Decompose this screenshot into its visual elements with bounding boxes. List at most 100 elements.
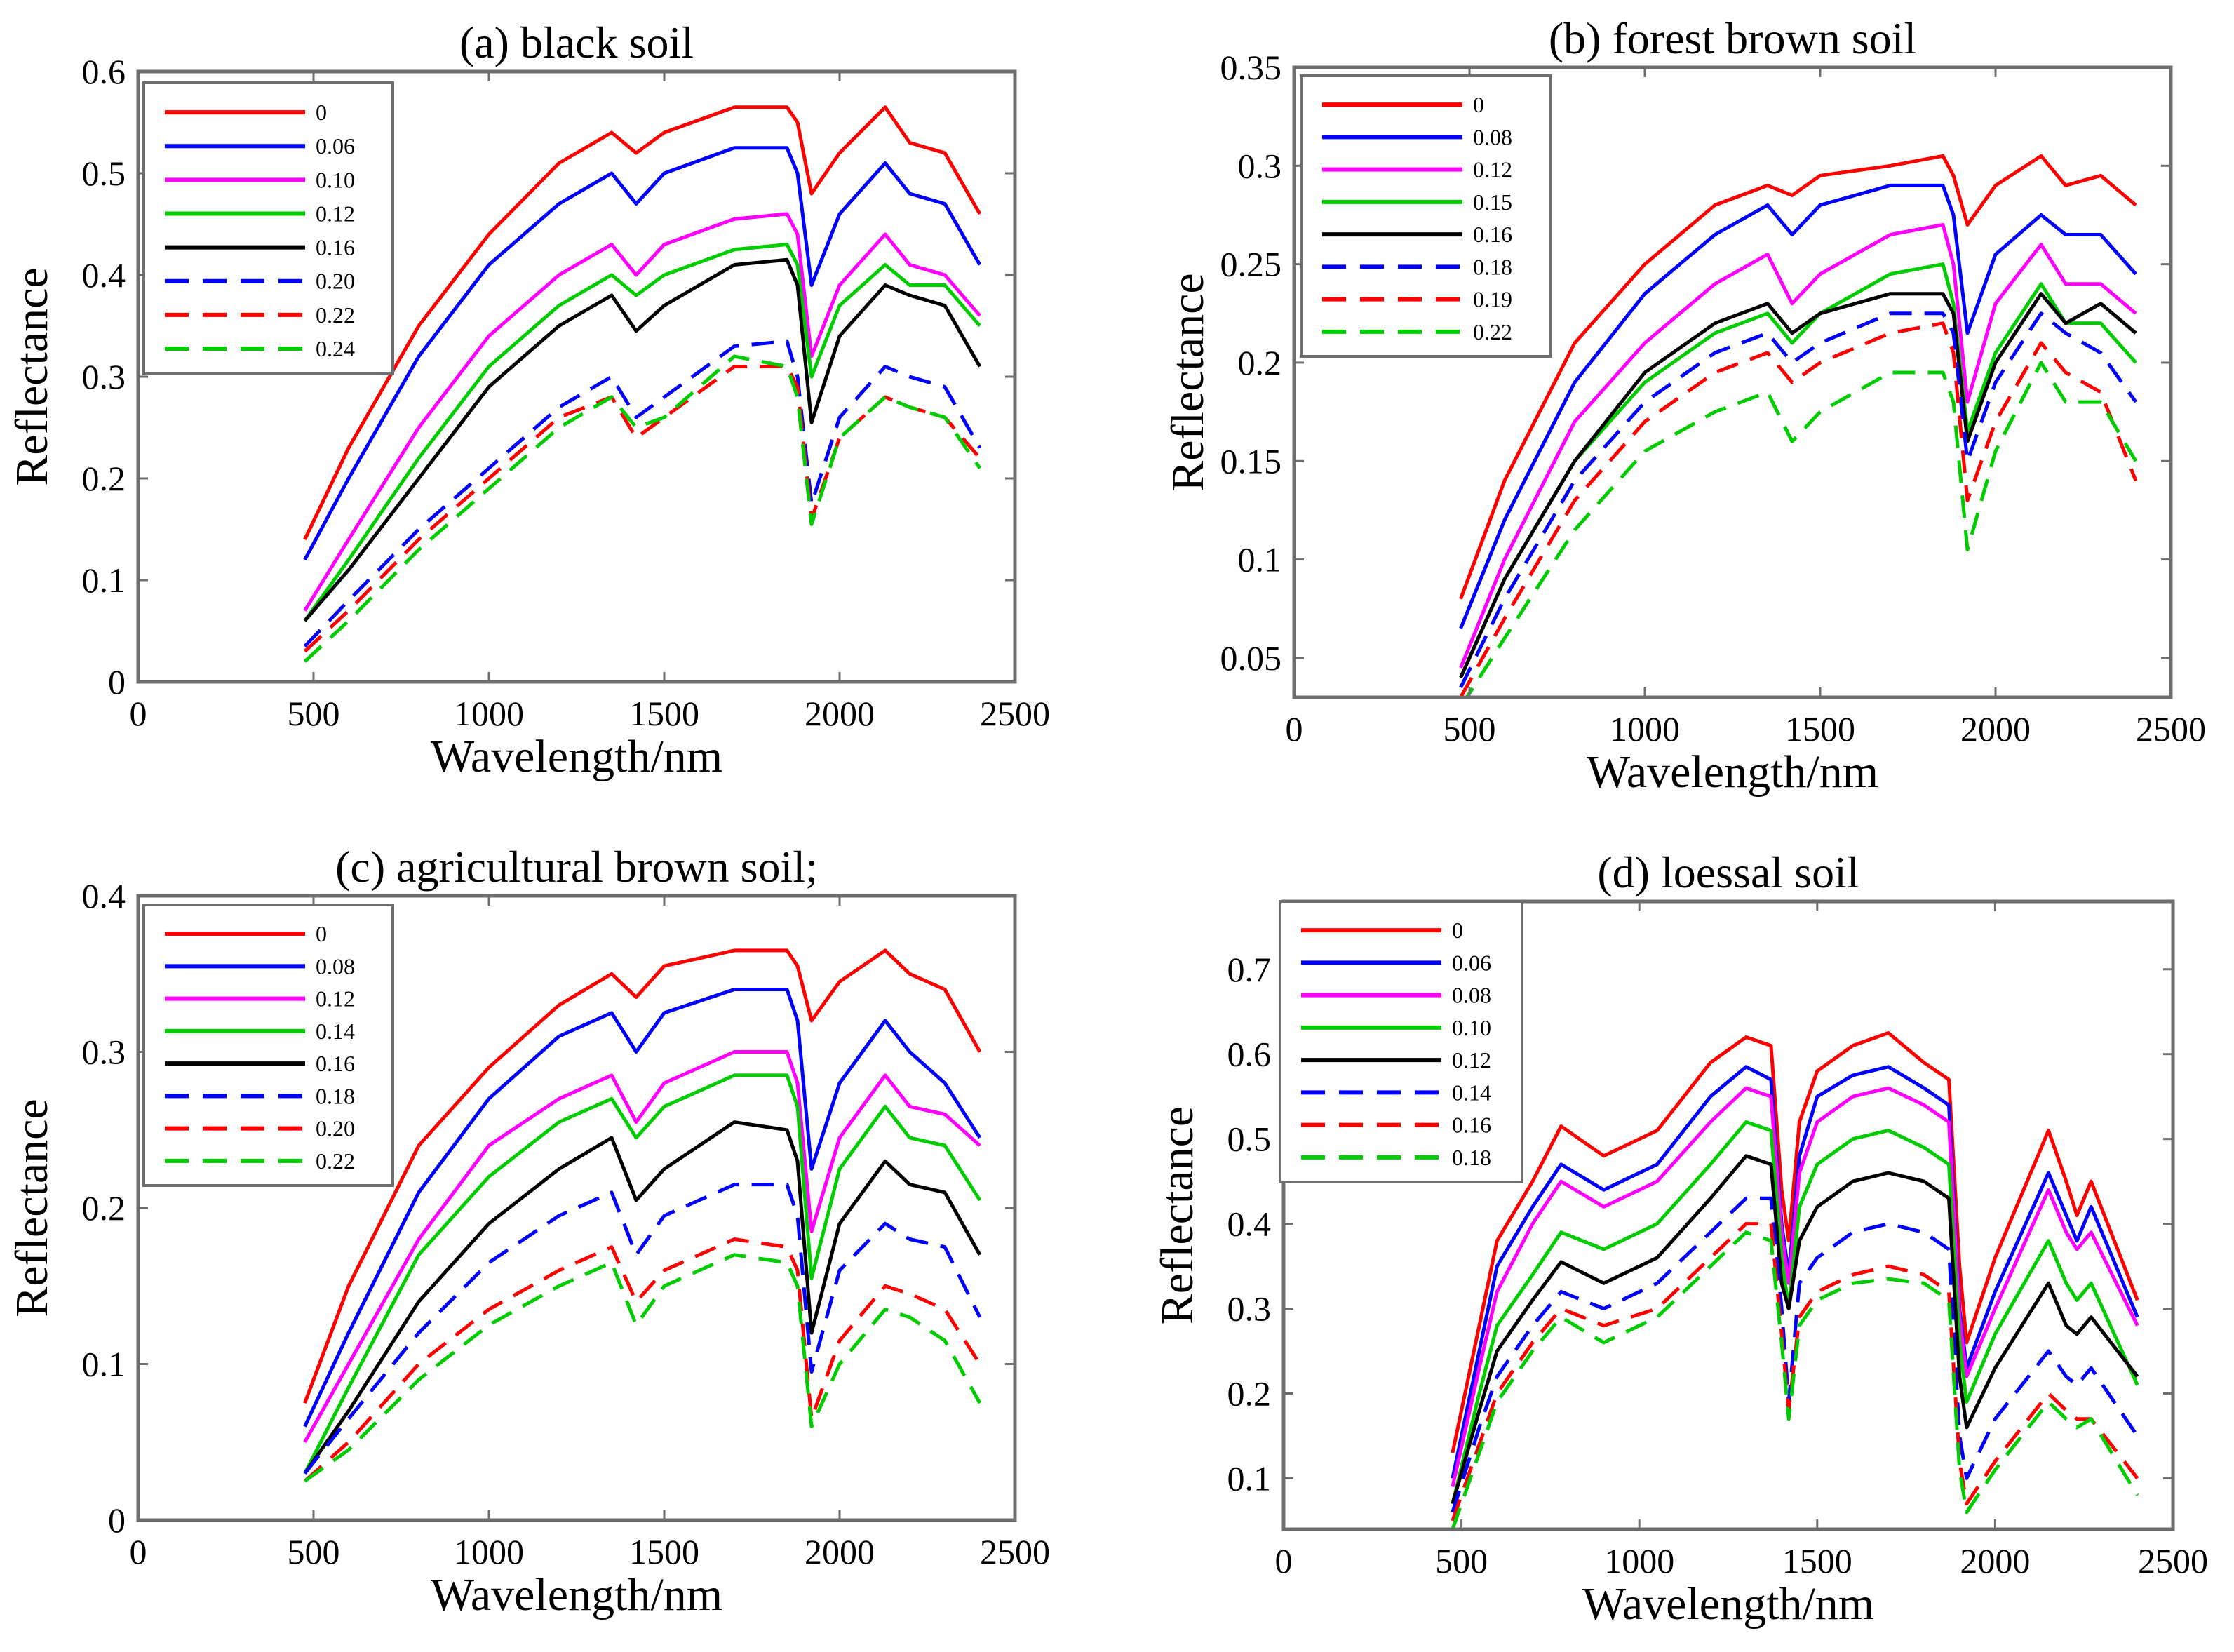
legend-entry-label: 0.14	[1452, 1080, 1491, 1105]
x-tick-label: 2500	[2136, 709, 2206, 748]
x-tick-label: 0	[130, 1532, 147, 1571]
y-tick-label: 0.5	[1227, 1120, 1272, 1159]
y-tick-label: 0.7	[1227, 950, 1272, 989]
y-tick-label: 0	[108, 662, 126, 701]
plot-area	[1459, 154, 2138, 697]
series-line-0.08	[1459, 183, 2137, 629]
series-line-0.22	[1465, 361, 2138, 697]
x-tick-label: 1000	[454, 1532, 524, 1571]
x-tick-label: 1500	[1782, 1541, 1852, 1580]
x-tick-label: 500	[288, 694, 340, 733]
legend-entry-label: 0.14	[316, 1019, 355, 1044]
legend: 0 0.08 0.12 0.14 0.16 0.18 0.20 0.22	[142, 904, 394, 1187]
series-line-0.18	[1459, 311, 2138, 689]
x-tick-label: 500	[1435, 1541, 1488, 1580]
y-tick-label: 0.3	[1227, 1289, 1272, 1329]
series-line-0.10	[1451, 1120, 2139, 1505]
series-line-0.22	[303, 365, 981, 653]
series-line-0	[303, 948, 982, 1404]
y-axis-label: Reflectance	[6, 267, 58, 485]
y-tick-label: 0	[108, 1500, 126, 1540]
legend-entry-label: 0.06	[1452, 950, 1491, 975]
plot-area	[1451, 1031, 2139, 1529]
legend-entry-label: 0.22	[316, 302, 355, 328]
axes-box	[1281, 899, 2175, 1531]
x-axis-label: Wavelength/nm	[1582, 1578, 1874, 1630]
chart-title: (c) agricultural brown soil;	[335, 842, 818, 892]
legend-entry-label: 0.18	[316, 1083, 355, 1108]
y-tick-label: 0.4	[1227, 1204, 1272, 1244]
chart-panel-4: 0 500 1000 1500 2000 2500 0.1 0.2 0.3 0.4 0.5 0.6 0.…	[1152, 847, 2208, 1630]
legend-entry-label: 0.12	[1452, 1047, 1491, 1073]
series-line-0.18	[1451, 1230, 2139, 1529]
legend-entry-label: 0.08	[1473, 124, 1512, 149]
y-tick-label: 0.2	[1238, 343, 1282, 382]
series-line-0.12	[303, 1050, 981, 1444]
series-line-0.15	[1459, 262, 2137, 678]
chart-title: (b) forest brown soil	[1549, 13, 1916, 63]
y-axis-label: Reflectance	[6, 1099, 58, 1317]
y-tick-label: 0.05	[1220, 638, 1282, 678]
legend-entry-label: 0.12	[316, 201, 355, 226]
legend-entry-label: 0.06	[316, 133, 355, 159]
series-line-0.14	[1451, 1196, 2139, 1513]
legend-entry-label: 0.10	[1452, 1015, 1491, 1040]
legend-entry-label: 0.08	[316, 953, 355, 979]
x-axis-label: Wavelength/nm	[431, 1569, 722, 1620]
legend-entry-label: 0.12	[1473, 157, 1512, 182]
y-tick-label: 0.3	[82, 1033, 126, 1072]
x-tick-label: 1000	[1610, 709, 1680, 748]
plot-area	[303, 948, 982, 1483]
y-tick-label: 0.1	[1227, 1458, 1272, 1498]
legend-entry-label: 0.16	[1473, 222, 1512, 247]
x-axis-label: Wavelength/nm	[431, 731, 722, 782]
series-line-0.16	[303, 257, 982, 622]
y-tick-label: 0.4	[82, 876, 126, 915]
axes-box	[1292, 65, 2173, 699]
series-line-0.22	[304, 1253, 982, 1483]
legend-entry-label: 0	[316, 100, 327, 125]
chart-panel-1: 0 500 1000 1500 2000 2500 0 0.1 0.2 0.3 0.4 0.5 0.6 (…	[6, 18, 1050, 782]
chart-title: (a) black soil	[459, 18, 694, 67]
legend-entry-label: 0.22	[316, 1148, 355, 1174]
legend-box	[142, 81, 394, 375]
legend-entry-label: 0.20	[316, 1116, 355, 1141]
series-line-0.16	[303, 1120, 982, 1475]
x-tick-label: 2500	[980, 694, 1050, 733]
legend-entry-label: 0.16	[316, 235, 355, 260]
legend-box	[142, 904, 394, 1187]
y-tick-label: 0.2	[82, 459, 126, 498]
x-tick-label: 1000	[454, 694, 524, 733]
series-line-0.16	[1459, 292, 2137, 678]
legend: 0 0.06 0.10 0.12 0.16 0.20 0.22 0.24	[142, 81, 394, 375]
y-tick-label: 0.1	[82, 1345, 126, 1384]
y-tick-label: 0.3	[1238, 146, 1282, 185]
chart-title: (d) loessal soil	[1597, 847, 1859, 897]
series-line-0.16	[1451, 1222, 2139, 1522]
plot-area	[303, 105, 982, 663]
legend-entry-label: 0.18	[1473, 254, 1512, 279]
x-tick-label: 2000	[805, 1532, 875, 1571]
y-tick-label: 0.15	[1220, 441, 1282, 481]
legend-box	[1279, 900, 1523, 1183]
y-tick-label: 0.1	[82, 560, 126, 600]
legend-entry-label: 0.24	[316, 336, 355, 361]
legend-entry-label: 0.20	[316, 269, 355, 294]
x-tick-label: 2500	[980, 1532, 1050, 1571]
series-line-0.20	[303, 339, 982, 648]
y-tick-label: 0.3	[82, 357, 126, 396]
series-line-0.06	[303, 146, 982, 561]
series-line-0.10	[303, 212, 981, 612]
y-tick-label: 0.4	[82, 255, 126, 295]
y-tick-label: 0.35	[1220, 48, 1282, 87]
series-line-0.14	[303, 1073, 982, 1475]
series-line-0.19	[1459, 321, 2138, 697]
x-tick-label: 2000	[1960, 1541, 2030, 1580]
y-tick-label: 0.1	[1238, 540, 1282, 579]
y-axis-label: Reflectance	[1162, 273, 1213, 491]
legend: 0 0.08 0.12 0.15 0.16 0.18 0.19 0.22	[1300, 74, 1552, 358]
y-tick-label: 0.6	[1227, 1035, 1272, 1074]
legend-entry-label: 0.18	[1452, 1145, 1491, 1170]
y-axis-label: Reflectance	[1152, 1106, 1203, 1324]
